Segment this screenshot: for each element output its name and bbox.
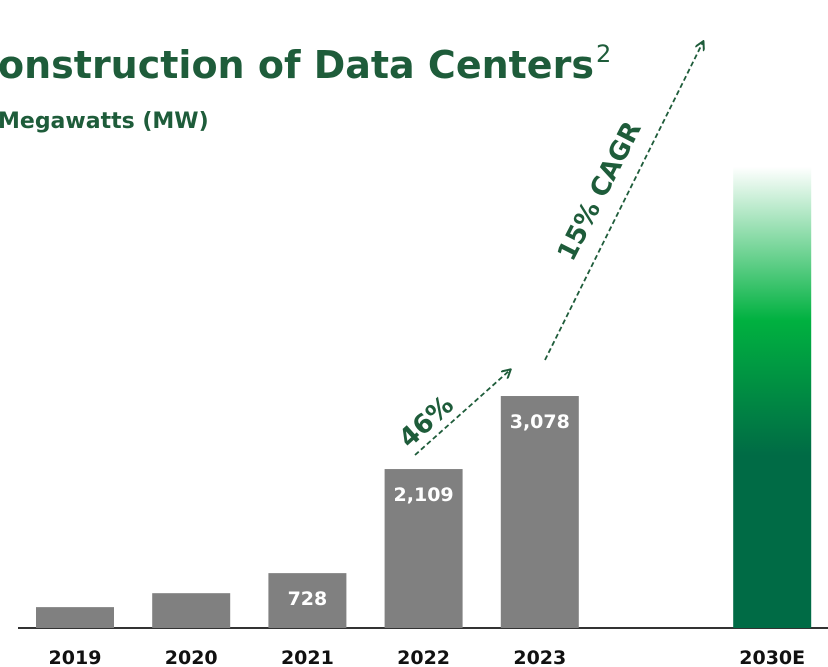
x-tick-label: 2019 — [49, 647, 102, 667]
chart-subtitle: Megawatts (MW) — [0, 109, 209, 134]
x-tick-label: 2021 — [281, 647, 334, 667]
annotation: 46% — [393, 390, 459, 454]
x-tick-label: 2023 — [513, 647, 566, 667]
data-label: 3,078 — [510, 411, 570, 433]
data-label: 728 — [288, 588, 328, 610]
bar — [36, 607, 114, 628]
annotation: 15% CAGR — [552, 117, 648, 266]
bar — [152, 593, 231, 628]
bar — [500, 396, 579, 628]
arrow — [414, 370, 510, 456]
x-tick-label: 2020 — [165, 647, 218, 667]
x-tick-label: 2022 — [397, 647, 450, 667]
bar — [384, 469, 463, 628]
bar — [268, 573, 347, 628]
title-footnote: 2 — [596, 40, 611, 68]
bar — [733, 13, 812, 628]
x-tick-label: 2030E — [739, 647, 805, 667]
arrow — [544, 42, 703, 361]
data-label: 2,109 — [394, 484, 454, 506]
chart-title: onstruction of Data Centers — [0, 43, 594, 87]
